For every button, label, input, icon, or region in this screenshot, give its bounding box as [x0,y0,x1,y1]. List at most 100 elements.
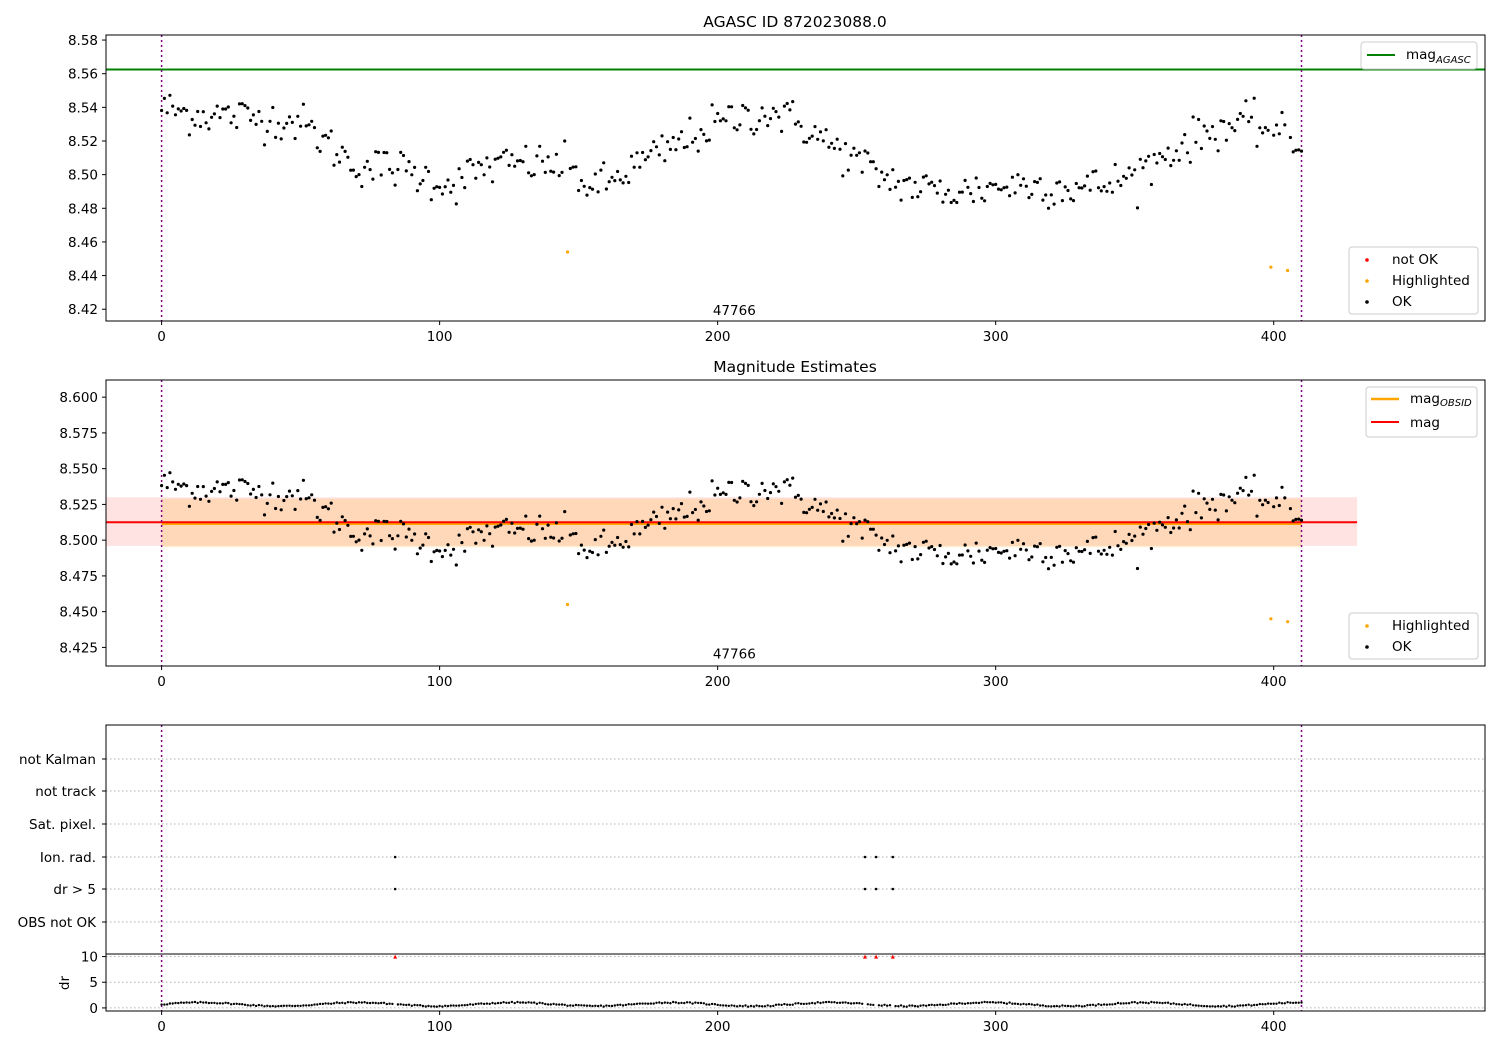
ok-point [260,493,264,497]
ok-point [1194,510,1198,515]
ok-point [1252,96,1256,100]
dr-point [938,1003,942,1006]
dr-point [160,1003,163,1006]
ok-point [716,486,720,490]
ok-point [568,533,572,537]
ok-point [513,164,517,168]
magnitude-estimates-panel: Magnitude Estimates 47766 0 100 200 300 400 … [59,358,1486,690]
ok-point [916,195,920,199]
dr-point [254,1004,258,1008]
ok-point [499,523,503,527]
ok-point [1141,532,1145,536]
ok-point [727,105,731,109]
dr-point [730,1004,733,1007]
panel2-legend-bottom: Highlighted OK [1348,612,1479,660]
ok-point [869,160,873,164]
ok-point [827,515,831,519]
ok-point [449,553,453,557]
dr-point [499,1001,502,1005]
dr-point [530,1001,533,1004]
dr-point [958,1001,961,1005]
ok-point [332,163,336,167]
ok-point [1255,514,1259,518]
dr-point [216,1002,219,1005]
ok-point [621,545,625,549]
dr-point [221,1002,224,1005]
dr-point [986,1001,989,1004]
ok-point [1288,507,1292,511]
dr-point [177,1001,180,1005]
dr-point [847,1001,850,1005]
dr-panel: 0 100 200 300 400 0 5 10 dr [57,950,1486,1035]
dr-point [1130,1001,1134,1004]
dr-point [766,1004,769,1007]
ok-point [766,496,770,501]
ok-point [830,511,834,516]
ok-point [802,140,806,144]
dr-point [416,1004,419,1007]
ok-point [957,190,962,194]
ok-point [702,504,706,508]
ok-point [1033,544,1037,548]
dr-point [566,1004,569,1007]
ok-point [1191,489,1195,493]
ok-point [276,494,280,499]
dr-point [1191,1004,1195,1007]
ok-point [616,169,620,174]
ok-point [1169,530,1173,535]
ok-point [668,517,673,521]
dr-point [207,1001,211,1005]
ok-point [685,145,689,149]
ok-point [696,149,700,153]
ok-point [463,549,467,553]
ok-point [337,527,342,532]
ok-point [710,103,714,107]
dr-point [613,1004,616,1007]
ok-point [1046,567,1051,571]
dr-point [788,1003,792,1006]
ok-point [938,543,942,548]
dr-point [1178,1003,1181,1006]
ok-point [321,505,325,509]
dr-point [691,1002,694,1005]
ok-point [852,146,856,150]
ok-point [1127,532,1131,537]
ok-point [599,168,603,172]
dr-point [280,1004,283,1008]
ok-point [599,534,603,538]
dr-point [1250,1004,1253,1007]
dr-point [710,1002,714,1006]
dr-point [1044,1005,1047,1008]
dr-point [558,1003,561,1006]
dr-point [1064,1004,1067,1008]
ok-point [1035,545,1039,549]
dr-point [249,1004,252,1007]
ok-point [1091,536,1095,540]
dr-point [1255,1003,1259,1007]
dr-point [1075,1004,1078,1007]
flag-point [891,887,895,891]
ok-point [657,153,661,157]
ok-point [527,537,531,541]
ok-point [290,494,294,498]
ok-point [666,140,670,144]
ok-point [938,179,942,183]
ok-point [668,147,673,151]
ok-point [824,500,828,504]
ok-point [994,546,998,551]
ok-point [930,545,934,549]
ok-point [426,169,431,174]
ok-point [343,149,347,153]
dr-point [288,1004,291,1007]
dr-point [1039,1004,1042,1007]
dr-point [449,1004,452,1007]
ok-point [293,136,297,141]
dr-point [1105,1003,1109,1006]
ok-point [1183,133,1187,137]
x-tick-label: 400 [1261,1019,1287,1035]
dr-point [1280,1002,1284,1005]
dr-point [1194,1004,1198,1007]
ok-point [793,122,798,126]
dr-point [660,1002,664,1005]
